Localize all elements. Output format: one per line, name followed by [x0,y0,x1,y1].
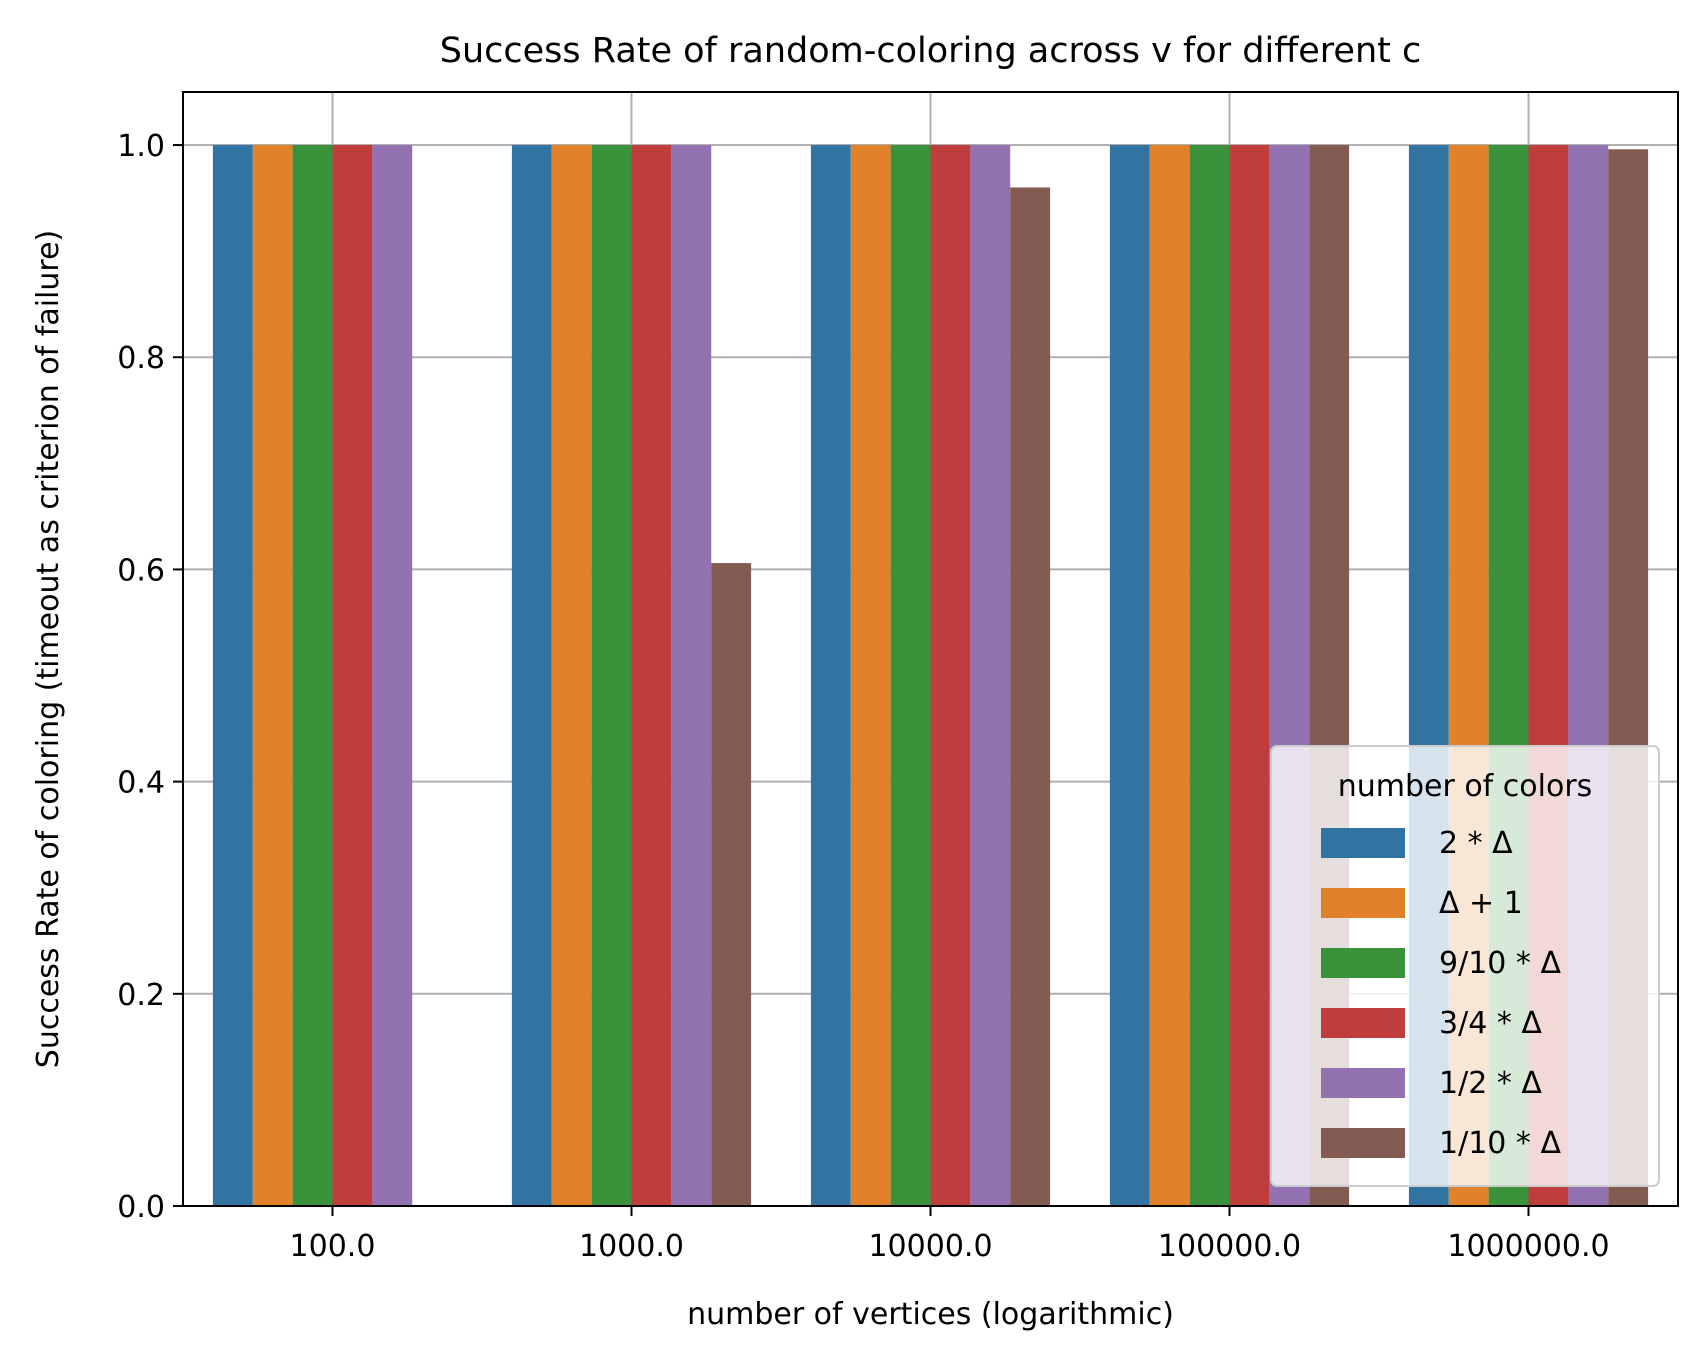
y-tick-label: 0.6 [117,553,165,588]
chart-title: Success Rate of random-coloring across v… [440,31,1422,71]
x-tick-label: 1000.0 [579,1229,684,1264]
x-axis-ticks: 100.0 1000.0 10000.0 100000.0 1000000.0 [290,1206,1610,1264]
y-tick-label: 0.2 [117,978,165,1013]
bar [591,145,632,1207]
legend: number of colors 2 * Δ Δ + 1 9/10 * Δ 3/4 *… [1270,745,1660,1187]
bar [930,145,971,1207]
x-tick-label: 100.0 [290,1229,376,1264]
legend-swatch [1321,828,1405,858]
bar [970,145,1011,1207]
bar [671,145,712,1207]
y-axis-label: Success Rate of coloring (timeout as cri… [31,230,66,1068]
legend-label: 9/10 * Δ [1439,946,1561,981]
bar [372,145,413,1207]
bar [332,145,373,1207]
legend-title: number of colors [1338,769,1593,804]
bar [511,145,552,1207]
bar [252,145,293,1207]
bar [631,145,672,1207]
bar [1109,145,1150,1207]
legend-swatch [1321,1128,1405,1158]
legend-swatch [1321,1068,1405,1098]
y-axis-ticks: 0.0 0.2 0.4 0.6 0.8 1.0 [117,129,183,1225]
bar [711,563,752,1206]
bar [1149,145,1190,1207]
legend-label: 3/4 * Δ [1439,1006,1542,1041]
legend-label: 1/2 * Δ [1439,1066,1542,1101]
legend-label: 1/10 * Δ [1439,1126,1561,1161]
x-tick-label: 100000.0 [1158,1229,1301,1264]
bar [551,145,592,1207]
bar [810,145,851,1207]
legend-swatch [1321,948,1405,978]
legend-label: 2 * Δ [1439,826,1513,861]
legend-swatch [1321,1008,1405,1038]
x-axis-label: number of vertices (logarithmic) [687,1297,1174,1332]
y-tick-label: 1.0 [117,129,165,164]
bar [212,145,253,1207]
legend-label: Δ + 1 [1439,886,1523,921]
bar [292,145,333,1207]
bar [1229,145,1270,1207]
bar [890,145,931,1207]
y-tick-label: 0.4 [117,766,165,801]
legend-items: 2 * Δ Δ + 1 9/10 * Δ 3/4 * Δ 1/2 * Δ 1/10 * Δ [1321,826,1561,1161]
bars [212,145,1649,1207]
x-tick-label: 1000000.0 [1447,1229,1609,1264]
x-tick-label: 10000.0 [868,1229,992,1264]
bar [1189,145,1230,1207]
legend-swatch [1321,888,1405,918]
y-tick-label: 0.8 [117,341,165,376]
y-tick-label: 0.0 [117,1190,165,1225]
bar [850,145,891,1207]
bar [1010,187,1051,1206]
